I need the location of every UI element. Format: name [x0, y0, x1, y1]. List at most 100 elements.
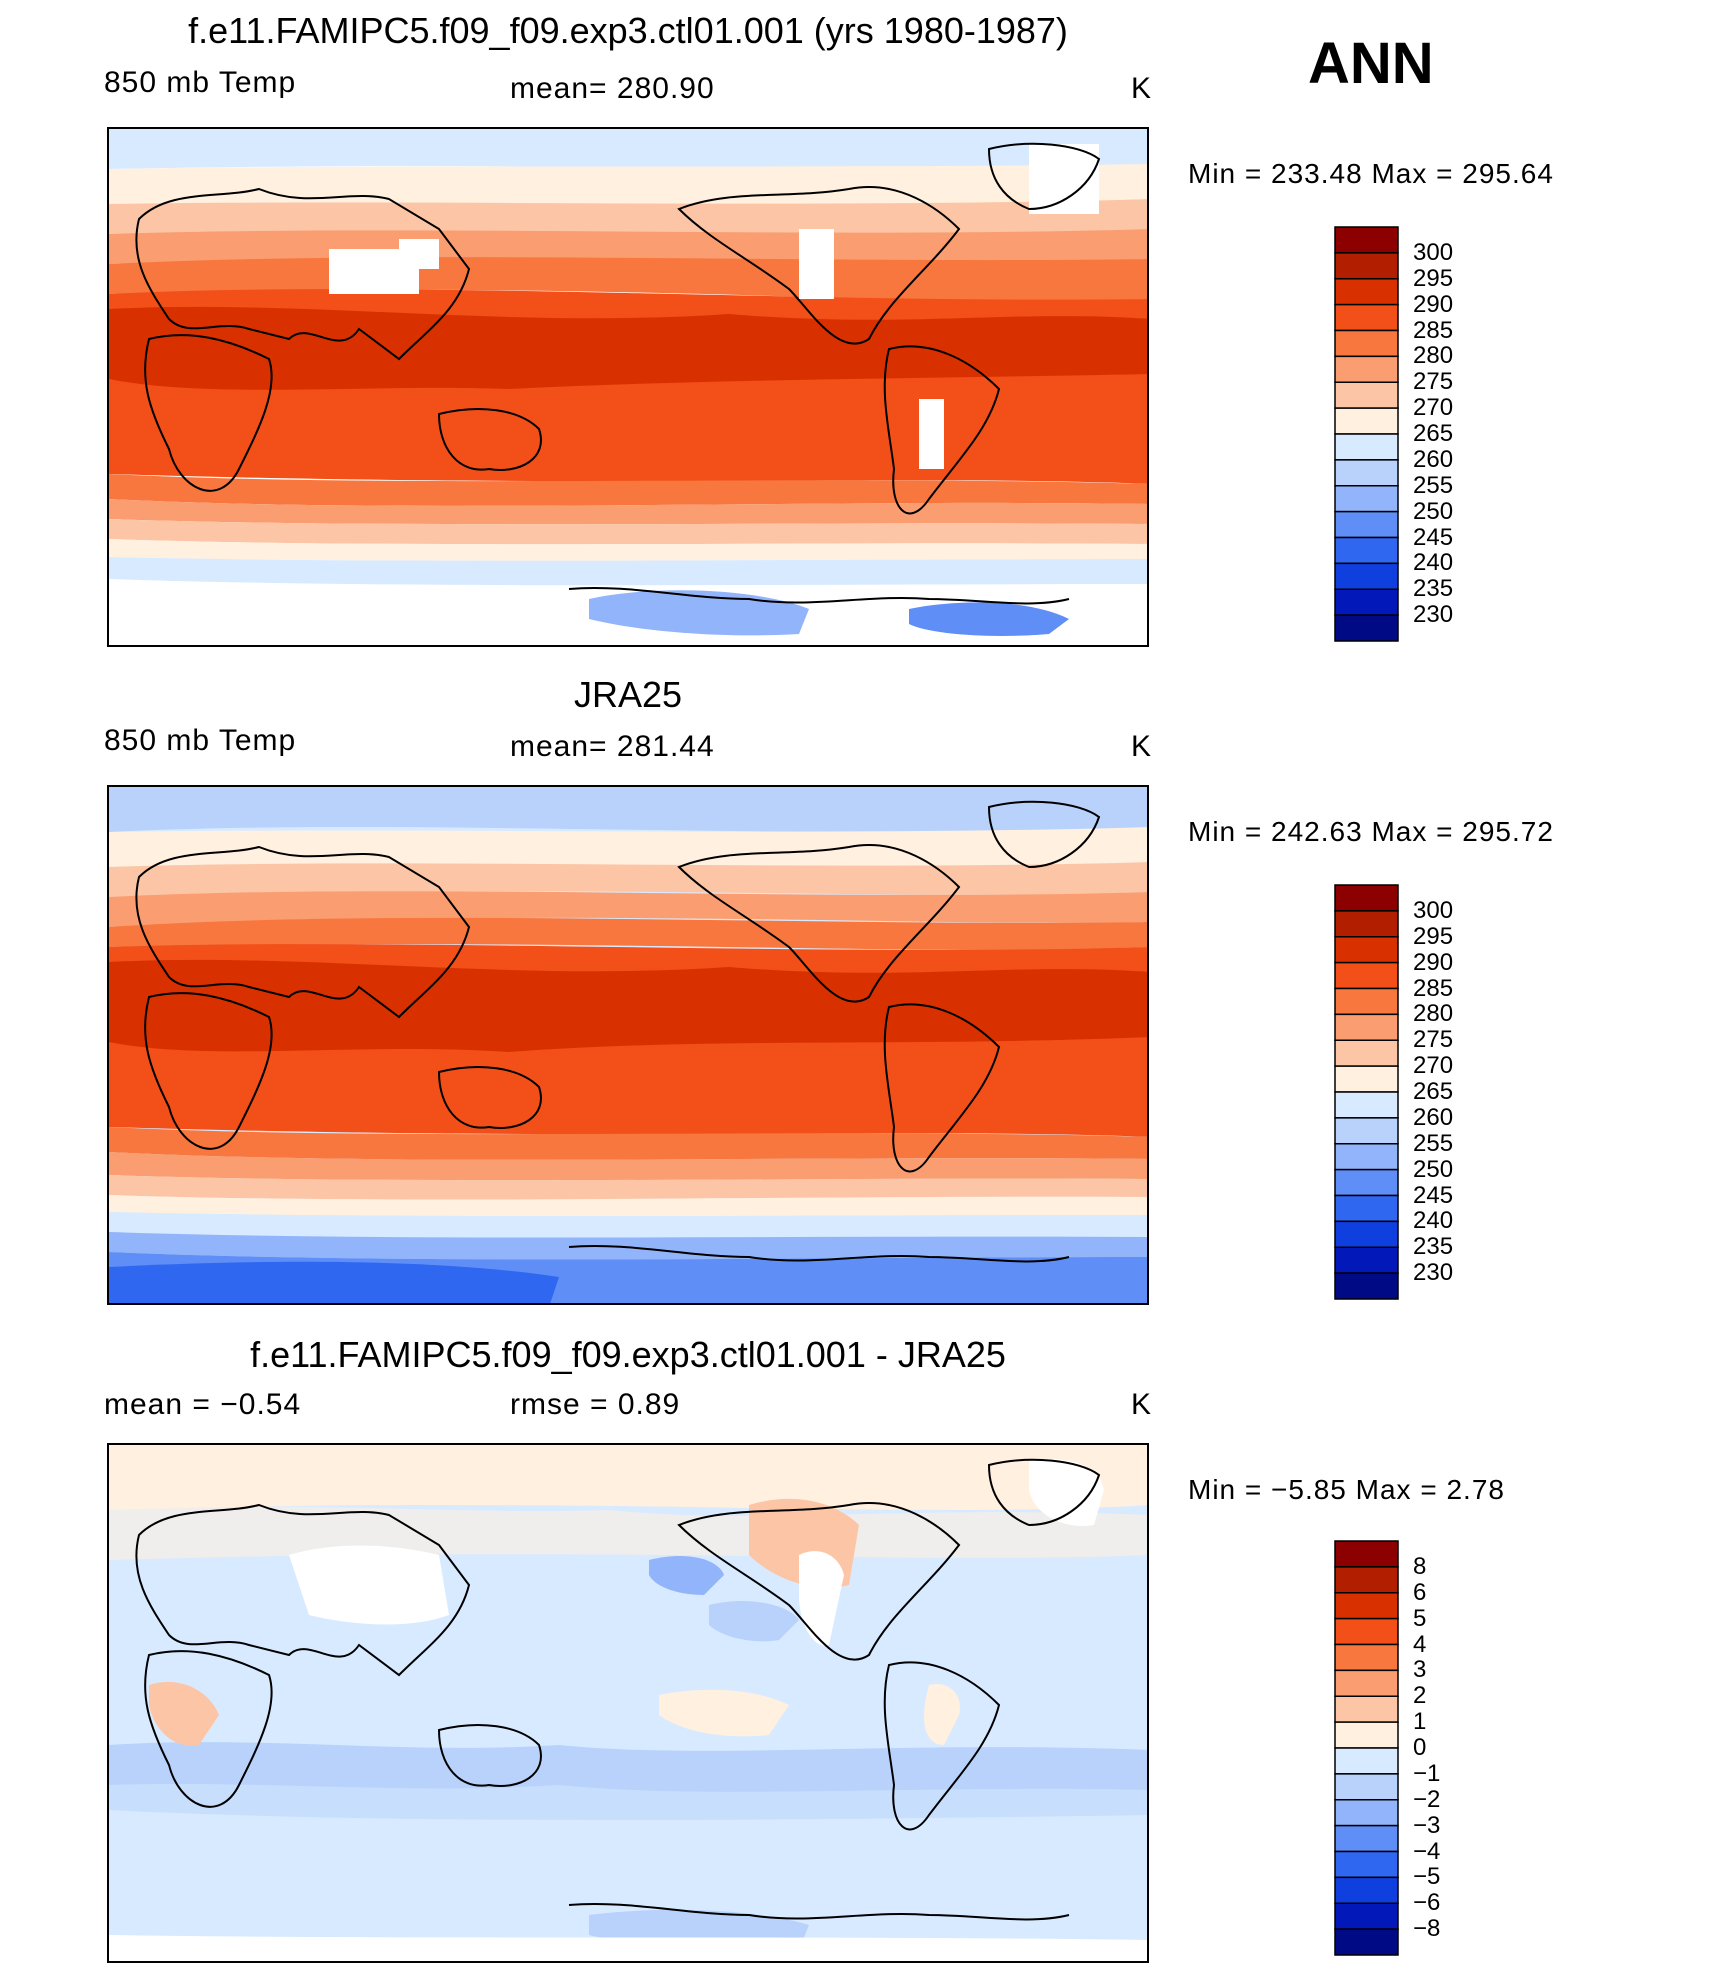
- colorbar-level-label: −2: [1413, 1785, 1441, 1813]
- colorbar-level-label: 5: [1413, 1604, 1427, 1632]
- panel3-mean-label: mean = −0.54: [104, 1388, 302, 1421]
- colorbar-level-label: −1: [1413, 1759, 1441, 1787]
- colorbar-level-label: 250: [1413, 1155, 1454, 1183]
- colorbar-level-label: 270: [1413, 394, 1454, 422]
- panel1-units-label: K: [1131, 72, 1153, 105]
- colorbar-swatch: [1334, 562, 1399, 590]
- colorbar-swatch: [1334, 278, 1399, 306]
- colorbar-level-label: 4: [1413, 1630, 1427, 1658]
- colorbar-swatch: [1334, 355, 1399, 383]
- panel1-map-svg: [109, 129, 1147, 645]
- colorbar-level-label: 295: [1413, 922, 1454, 950]
- panel3-title: f.e11.FAMIPC5.f09_f09.exp3.ctl01.001 - J…: [250, 1334, 1006, 1375]
- colorbar-swatch: [1334, 381, 1399, 409]
- colorbar-level-label: 245: [1413, 1181, 1454, 1209]
- colorbar-swatch: [1334, 884, 1399, 912]
- colorbar-swatch: [1334, 1617, 1399, 1646]
- colorbar-swatch: [1334, 910, 1399, 938]
- colorbar-swatch: [1334, 433, 1399, 461]
- panel2-mean-label: mean= 281.44: [510, 730, 715, 763]
- colorbar-swatch: [1334, 1876, 1399, 1904]
- colorbar-swatch: [1334, 1773, 1399, 1801]
- colorbar-level-label: 265: [1413, 1078, 1454, 1105]
- panel2-field-label: 850 mb Temp: [104, 724, 297, 757]
- colorbar-level-label: 280: [1413, 342, 1454, 370]
- colorbar-level-label: −5: [1413, 1863, 1441, 1891]
- colorbar-level-label: −8: [1413, 1915, 1441, 1943]
- colorbar-swatch: [1334, 1695, 1399, 1723]
- panel2-colorbar: [1334, 884, 1399, 1300]
- colorbar-swatch: [1334, 1592, 1399, 1620]
- panel2-units-label: K: [1131, 730, 1153, 763]
- colorbar-level-label: 285: [1413, 316, 1454, 344]
- colorbar-swatch: [1334, 1220, 1399, 1248]
- colorbar-swatch: [1334, 1850, 1399, 1879]
- colorbar-swatch: [1334, 1566, 1399, 1594]
- colorbar-level-label: 2: [1413, 1682, 1427, 1710]
- panel3-map: [107, 1443, 1149, 1963]
- colorbar-swatch: [1334, 252, 1399, 280]
- colorbar-swatch: [1334, 510, 1399, 539]
- colorbar-level-label: 255: [1413, 1129, 1454, 1157]
- colorbar-level-label: 280: [1413, 1000, 1454, 1028]
- panel3-minmax: Min = −5.85 Max = 2.78: [1188, 1474, 1505, 1505]
- colorbar-swatch: [1334, 1117, 1399, 1145]
- colorbar-level-label: −3: [1413, 1811, 1441, 1839]
- colorbar-level-label: 260: [1413, 1103, 1454, 1131]
- panel3-map-svg: [109, 1445, 1147, 1961]
- colorbar-level-label: 265: [1413, 420, 1454, 447]
- panel1-mean-label: mean= 280.90: [510, 72, 715, 105]
- panel1-minmax: Min = 233.48 Max = 295.64: [1188, 158, 1554, 189]
- colorbar-level-label: 3: [1413, 1656, 1427, 1684]
- colorbar-level-label: 275: [1413, 368, 1454, 396]
- season-label: ANN: [1308, 31, 1434, 96]
- colorbar-swatch: [1334, 1039, 1399, 1067]
- colorbar-level-label: 270: [1413, 1052, 1454, 1080]
- panel1-title: f.e11.FAMIPC5.f09_f09.exp3.ctl01.001 (yr…: [188, 10, 1068, 51]
- colorbar-swatch: [1334, 226, 1399, 254]
- colorbar-level-label: 230: [1413, 1259, 1454, 1287]
- colorbar-swatch: [1334, 1902, 1399, 1930]
- panel2-map-svg: [109, 787, 1147, 1303]
- colorbar-swatch: [1334, 459, 1399, 487]
- colorbar-level-label: 0: [1413, 1734, 1427, 1761]
- colorbar-swatch: [1334, 407, 1399, 435]
- colorbar-swatch: [1334, 485, 1399, 513]
- colorbar-level-label: 6: [1413, 1578, 1427, 1606]
- colorbar-swatch: [1334, 303, 1399, 332]
- colorbar-level-label: 300: [1413, 238, 1454, 266]
- panel1-colorbar-svg: [1334, 226, 1399, 642]
- panel2-title: JRA25: [573, 674, 683, 715]
- colorbar-swatch: [1334, 1747, 1399, 1775]
- colorbar-level-label: 275: [1413, 1026, 1454, 1054]
- colorbar-swatch: [1334, 1272, 1399, 1300]
- panel2-colorbar-svg: [1334, 884, 1399, 1300]
- colorbar-level-label: 1: [1413, 1708, 1427, 1736]
- panel3-colorbar: [1334, 1540, 1399, 1956]
- colorbar-level-label: 240: [1413, 1207, 1454, 1235]
- colorbar-swatch: [1334, 1643, 1399, 1672]
- colorbar-swatch: [1334, 1143, 1399, 1171]
- colorbar-swatch: [1334, 936, 1399, 964]
- colorbar-level-label: 8: [1413, 1552, 1427, 1580]
- colorbar-swatch: [1334, 1168, 1399, 1197]
- colorbar-level-label: 260: [1413, 445, 1454, 473]
- colorbar-level-label: 240: [1413, 549, 1454, 577]
- panel3-units-label: K: [1131, 1388, 1153, 1421]
- colorbar-swatch: [1334, 1540, 1399, 1568]
- colorbar-level-label: −6: [1413, 1889, 1441, 1917]
- colorbar-swatch: [1334, 1065, 1399, 1093]
- colorbar-swatch: [1334, 1928, 1399, 1956]
- colorbar-swatch: [1334, 1246, 1399, 1274]
- panel1-colorbar: [1334, 226, 1399, 642]
- colorbar-swatch: [1334, 1721, 1399, 1749]
- colorbar-swatch: [1334, 614, 1399, 642]
- colorbar-level-label: 300: [1413, 896, 1454, 924]
- colorbar-swatch: [1334, 329, 1399, 358]
- colorbar-level-label: 245: [1413, 523, 1454, 551]
- colorbar-level-label: 235: [1413, 575, 1454, 603]
- colorbar-level-label: 230: [1413, 601, 1454, 629]
- colorbar-swatch: [1334, 1799, 1399, 1827]
- panel1-map: [107, 127, 1149, 647]
- panel3-rmse-label: rmse = 0.89: [510, 1388, 681, 1421]
